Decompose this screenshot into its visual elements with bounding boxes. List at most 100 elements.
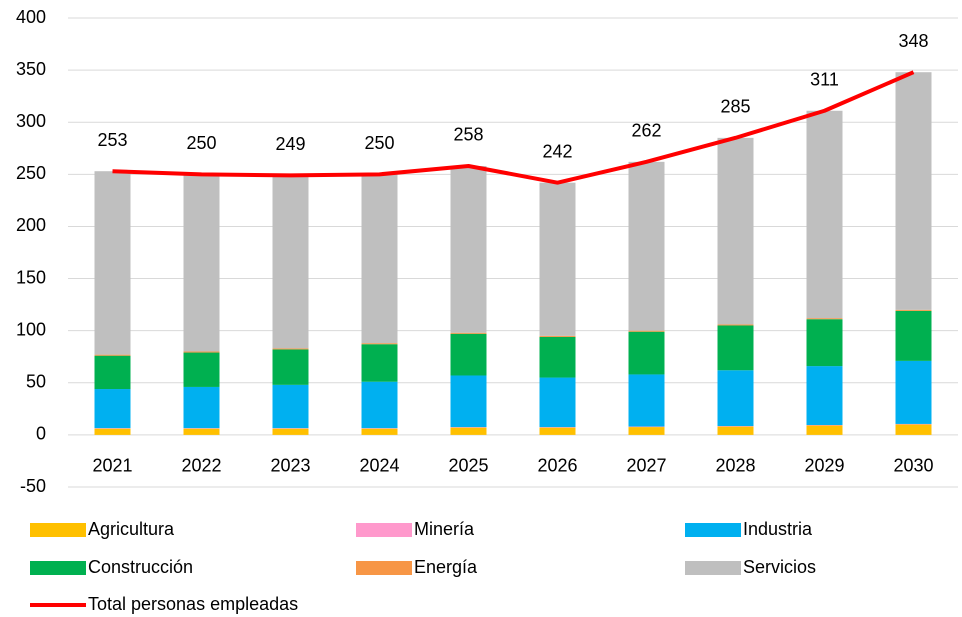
bar-segment	[361, 174, 398, 344]
bar-segment	[806, 318, 843, 320]
x-tick-label: 2030	[893, 456, 933, 476]
bar-segment	[450, 333, 487, 376]
bar-segment	[628, 330, 665, 332]
bar-segment	[628, 426, 665, 428]
legend-swatch	[30, 523, 86, 537]
data-label: 250	[186, 133, 216, 153]
data-label: 253	[97, 130, 127, 150]
bar-segment	[94, 355, 131, 390]
legend-label: Agricultura	[88, 519, 175, 539]
x-tick-label: 2028	[715, 456, 755, 476]
bar-segment	[183, 352, 220, 387]
data-label: 250	[364, 133, 394, 153]
bar-segment	[717, 426, 754, 427]
legend-label: Construcción	[88, 557, 193, 577]
bar-segment	[272, 175, 309, 349]
bar-segment	[806, 110, 843, 319]
y-tick-label: 200	[16, 215, 46, 235]
bar-segment	[895, 310, 932, 361]
y-tick-label: 350	[16, 59, 46, 79]
bar-segment	[450, 427, 487, 435]
bar-segment	[272, 428, 309, 435]
legend-label: Servicios	[743, 557, 816, 577]
bar-segment	[450, 332, 487, 334]
bar-segment	[94, 428, 131, 429]
y-tick-label: 250	[16, 163, 46, 183]
legend-label: Minería	[414, 519, 475, 539]
bar-segment	[806, 424, 843, 426]
bar-segment	[272, 428, 309, 429]
bar-segment	[717, 370, 754, 427]
bar-segment	[806, 425, 843, 435]
y-tick-label: -50	[20, 476, 46, 496]
bar-segment	[717, 426, 754, 435]
data-label: 242	[542, 141, 572, 161]
legend-swatch	[356, 561, 412, 575]
bar-segment	[628, 427, 665, 435]
bar-segment	[539, 377, 576, 428]
bar-segment	[539, 335, 576, 337]
bar-segment	[895, 360, 932, 424]
bar-segment	[717, 137, 754, 325]
bar-segment	[183, 386, 220, 429]
bar-segment	[94, 171, 131, 355]
x-tick-label: 2029	[804, 456, 844, 476]
y-tick-label: 100	[16, 319, 46, 339]
bar-segment	[628, 161, 665, 331]
bar-segment	[94, 354, 131, 356]
bar-segment	[628, 331, 665, 375]
bar-segment	[895, 309, 932, 311]
bar-segment	[183, 174, 220, 352]
x-tick-label: 2025	[448, 456, 488, 476]
bar-segment	[272, 348, 309, 350]
bar-segment	[450, 427, 487, 428]
data-label: 348	[898, 31, 928, 51]
bar-segment	[539, 427, 576, 435]
y-tick-label: 50	[26, 372, 46, 392]
bar-segment	[717, 325, 754, 371]
data-label: 285	[720, 97, 750, 117]
legend-label: Energía	[414, 557, 478, 577]
bar-segment	[272, 384, 309, 429]
x-tick-label: 2021	[92, 456, 132, 476]
data-label: 311	[810, 70, 839, 90]
bar-segment	[272, 349, 309, 385]
legend-label: Total personas empleadas	[88, 594, 298, 614]
x-tick-label: 2022	[181, 456, 221, 476]
legend-swatch	[30, 561, 86, 575]
x-tick-label: 2024	[359, 456, 399, 476]
bar-segment	[361, 381, 398, 429]
total-line	[112, 70, 915, 185]
bar-segment	[183, 428, 220, 429]
bar-segment	[361, 344, 398, 382]
bar-segment	[94, 428, 131, 435]
bar-segment	[717, 324, 754, 326]
bar-segment	[895, 72, 932, 310]
bar-segment	[450, 375, 487, 428]
bar-segment	[895, 423, 932, 425]
bar-segment	[361, 428, 398, 429]
bar-segment	[361, 428, 398, 435]
legend-swatch	[685, 523, 741, 537]
x-tick-label: 2026	[537, 456, 577, 476]
x-tick-label: 2023	[270, 456, 310, 476]
data-label: 262	[631, 121, 661, 141]
bar-segment	[539, 182, 576, 336]
bar-segment	[539, 336, 576, 378]
legend-swatch	[685, 561, 741, 575]
bar-segment	[806, 319, 843, 367]
legend-label: Industria	[743, 519, 813, 539]
data-label: 249	[275, 134, 305, 154]
y-tick-label: 400	[16, 7, 46, 27]
bar-segment	[895, 424, 932, 435]
bar-segment	[183, 351, 220, 353]
bar-segment	[183, 428, 220, 435]
bar-segment	[539, 427, 576, 428]
y-tick-label: 150	[16, 267, 46, 287]
y-tick-label: 300	[16, 111, 46, 131]
bar-segment	[450, 165, 487, 333]
data-label: 258	[453, 125, 483, 145]
x-tick-label: 2027	[626, 456, 666, 476]
legend-swatch	[356, 523, 412, 537]
